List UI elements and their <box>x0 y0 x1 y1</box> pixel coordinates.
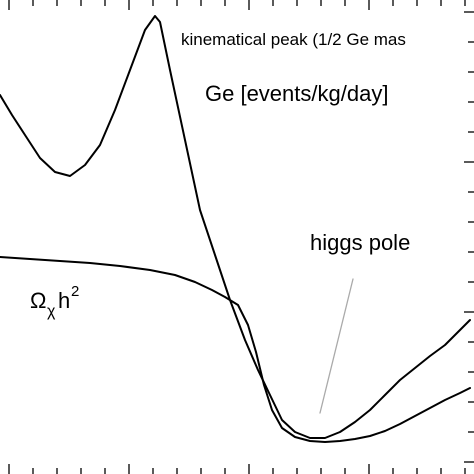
relic-h-symbol: h <box>58 288 70 313</box>
relic-chi-subscript: χ <box>47 303 56 320</box>
higgs-pole-annotation: higgs pole <box>310 230 410 255</box>
kinematical-peak-annotation: kinematical peak (1/2 Ge mas <box>181 30 406 49</box>
bottom-axis-ticks <box>8 464 466 474</box>
relic-density-curve <box>0 256 471 443</box>
relic-omega-symbol: Ω <box>30 288 46 313</box>
top-axis-ticks <box>8 0 466 10</box>
series-layer <box>0 15 471 443</box>
relic-density-label: Ω χ h 2 <box>30 283 79 320</box>
right-axis-ticks <box>464 11 474 463</box>
higgs-pole-pointer-line <box>319 278 354 414</box>
ge-rate-label: Ge [events/kg/day] <box>205 81 388 106</box>
relic-exponent: 2 <box>71 283 79 300</box>
ge-rate-curve <box>0 15 471 439</box>
